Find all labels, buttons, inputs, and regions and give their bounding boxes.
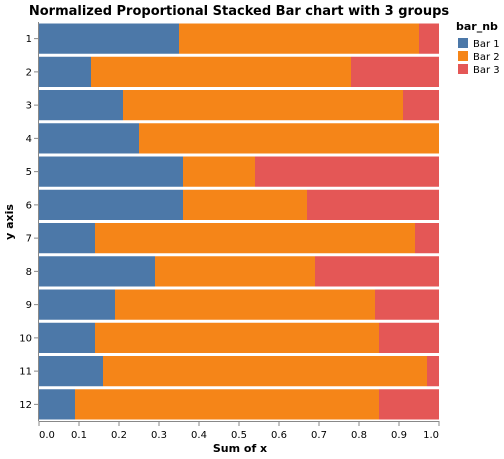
legend-label: Bar 3 — [473, 65, 500, 76]
y-tick-label: 6 — [26, 200, 32, 211]
bar-5-series-2 — [183, 157, 255, 187]
chart-title: Normalized Proportional Stacked Bar char… — [29, 4, 450, 19]
bar-11-series-2 — [103, 356, 427, 386]
x-axis-title: Sum of x — [213, 442, 267, 455]
legend-swatch — [458, 38, 468, 48]
bar-7-series-3 — [415, 223, 439, 253]
x-tick-label: 0.1 — [71, 430, 87, 441]
y-tick-label: 2 — [26, 67, 32, 78]
y-tick-label: 3 — [26, 101, 32, 112]
y-axis-title: y axis — [3, 204, 16, 240]
bar-2-series-1 — [39, 57, 91, 87]
y-tick-label: 11 — [19, 367, 32, 378]
y-tick-label: 5 — [26, 167, 32, 178]
bar-5-series-1 — [39, 157, 183, 187]
x-tick-label: 0.9 — [391, 430, 407, 441]
x-tick-label: 0.0 — [39, 430, 55, 441]
bar-10-series-3 — [379, 323, 439, 353]
legend-title: bar_nb — [456, 20, 498, 33]
bar-4-series-1 — [39, 123, 139, 153]
bar-1-series-1 — [39, 24, 179, 54]
y-tick-label: 12 — [19, 400, 32, 411]
x-tick-label: 0.5 — [231, 430, 247, 441]
x-tick-label: 0.3 — [151, 430, 167, 441]
legend-swatch — [458, 64, 468, 74]
bar-6-series-2 — [183, 190, 307, 220]
legend-label: Bar 1 — [473, 39, 500, 50]
bar-8-series-3 — [315, 256, 439, 286]
legend: bar_nb Bar 1 Bar 2 Bar 3 — [456, 20, 500, 76]
bar-7-series-2 — [95, 223, 415, 253]
bar-2-series-2 — [91, 57, 351, 87]
y-tick-label: 4 — [26, 134, 32, 145]
bar-1-series-3 — [419, 24, 439, 54]
bar-6-series-3 — [307, 190, 439, 220]
legend-label: Bar 2 — [473, 52, 500, 63]
y-tick-label: 7 — [26, 234, 32, 245]
bar-11-series-1 — [39, 356, 103, 386]
bar-5-series-3 — [255, 157, 439, 187]
bar-10-series-2 — [95, 323, 379, 353]
bar-7-series-1 — [39, 223, 95, 253]
bar-10-series-1 — [39, 323, 95, 353]
bar-4-series-2 — [139, 123, 439, 153]
x-tick-label: 0.6 — [271, 430, 287, 441]
x-axis: 0.0 0.1 0.2 0.3 0.4 0.5 0.6 0.7 0.8 0.9 1.0 — [39, 421, 439, 441]
x-tick-label: 0.7 — [311, 430, 327, 441]
bar-2-series-3 — [351, 57, 439, 87]
bar-8-series-1 — [39, 256, 155, 286]
bar-3-series-2 — [123, 90, 403, 120]
y-tick-label: 9 — [26, 300, 32, 311]
x-tick-label: 1.0 — [423, 430, 439, 441]
bar-9-series-2 — [115, 290, 375, 320]
y-tick-label: 10 — [19, 333, 32, 344]
bar-9-series-3 — [375, 290, 439, 320]
bar-12-series-2 — [75, 389, 379, 419]
bar-12-series-3 — [379, 389, 439, 419]
bars-layer — [39, 24, 439, 420]
bar-1-series-2 — [179, 24, 419, 54]
legend-swatch — [458, 51, 468, 61]
x-tick-label: 0.4 — [191, 430, 207, 441]
x-tick-label: 0.8 — [351, 430, 367, 441]
y-tick-label: 8 — [26, 267, 32, 278]
bar-3-series-3 — [403, 90, 439, 120]
bar-11-series-3 — [427, 356, 439, 386]
bar-9-series-1 — [39, 290, 115, 320]
bar-8-series-2 — [155, 256, 315, 286]
x-tick-label: 0.2 — [111, 430, 127, 441]
y-tick-label: 1 — [26, 34, 32, 45]
bar-3-series-1 — [39, 90, 123, 120]
legend-items: Bar 1 Bar 2 Bar 3 — [458, 38, 500, 76]
bar-12-series-1 — [39, 389, 75, 419]
bar-6-series-1 — [39, 190, 183, 220]
